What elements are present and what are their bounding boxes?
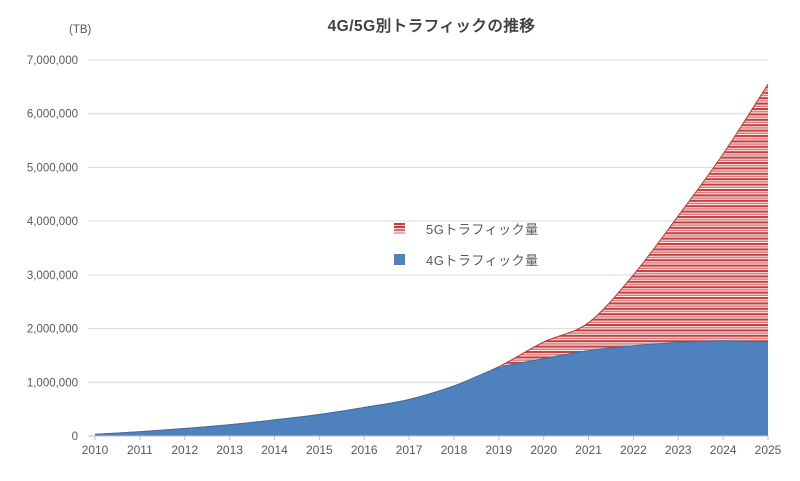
- x-tick-label: 2010: [82, 443, 109, 457]
- x-tick-label: 2020: [530, 443, 557, 457]
- x-tick-label: 2012: [171, 443, 198, 457]
- y-tick-label: 0: [72, 431, 78, 443]
- x-tick-label: 2025: [755, 443, 782, 457]
- x-tick-label: 2011: [127, 443, 153, 457]
- y-tick-label: 3,000,000: [27, 270, 78, 282]
- x-tick-label: 2017: [396, 443, 423, 457]
- y-tick-label: 1,000,000: [27, 377, 78, 389]
- axis-labels: 0 1,000,000 2,000,000 3,000,000 4,000,000 5,0…: [27, 55, 782, 457]
- chart-legend: 5Gトラフィック量 4Gトラフィック量: [394, 221, 539, 283]
- x-tick-label: 2016: [351, 443, 378, 457]
- x-tick-label: 2015: [306, 443, 333, 457]
- axes-and-ticks: [88, 435, 769, 440]
- y-tick-label: 4,000,000: [27, 216, 78, 228]
- y-tick-label: 7,000,000: [27, 55, 78, 67]
- x-tick-label: 2022: [620, 443, 647, 457]
- area-4g-traffic: [95, 340, 768, 436]
- x-tick-label: 2021: [575, 443, 602, 457]
- 5g-striped-swatch-icon: [394, 223, 405, 234]
- legend-item-4g: 4Gトラフィック量: [394, 252, 539, 268]
- y-tick-label: 6,000,000: [27, 109, 78, 121]
- x-tick-label: 2023: [665, 443, 692, 457]
- 4g-solid-swatch-icon: [394, 254, 405, 265]
- legend-label-4g: 4Gトラフィック量: [426, 253, 539, 268]
- y-tick-label: 2,000,000: [27, 324, 78, 336]
- chart-title: 4G/5G別トラフィックの推移: [327, 18, 536, 35]
- x-tick-label: 2014: [261, 443, 288, 457]
- area-4g-top-edge: [94, 340, 769, 435]
- y-tick-label: 5,000,000: [27, 162, 78, 174]
- legend-item-5g: 5Gトラフィック量: [394, 221, 539, 237]
- x-tick-label: 2019: [485, 443, 512, 457]
- y-axis-unit-label: (TB): [69, 24, 92, 36]
- x-tick-label: 2024: [710, 443, 737, 457]
- x-tick-label: 2018: [441, 443, 468, 457]
- x-tick-label: 2013: [216, 443, 243, 457]
- legend-label-5g: 5Gトラフィック量: [426, 222, 539, 237]
- area-5g-traffic: [95, 84, 768, 436]
- area-series: [94, 83, 769, 436]
